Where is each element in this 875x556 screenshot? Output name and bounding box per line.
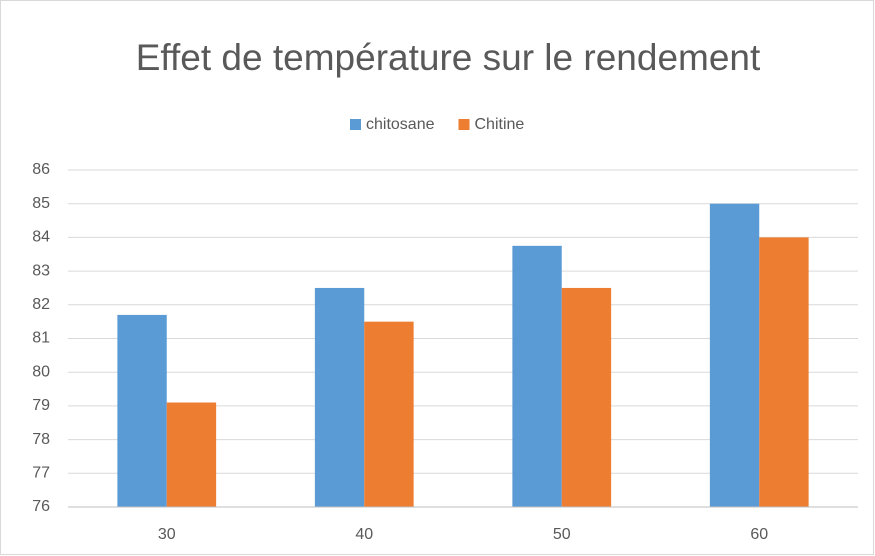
x-tick-label: 40 xyxy=(355,526,373,543)
legend-swatch xyxy=(350,119,361,130)
x-tick-label: 50 xyxy=(553,526,571,543)
y-tick-label: 84 xyxy=(32,229,50,246)
legend-label: chitosane xyxy=(366,116,435,133)
bar xyxy=(314,287,365,507)
x-tick-label: 30 xyxy=(158,526,176,543)
y-tick-label: 86 xyxy=(32,161,50,178)
bar xyxy=(512,245,562,507)
legend-label: Chitine xyxy=(475,116,525,133)
y-tick-label: 82 xyxy=(32,296,50,313)
legend-swatch xyxy=(458,119,470,130)
x-tick-label: 60 xyxy=(750,526,768,543)
bar xyxy=(117,314,167,507)
y-tick-label: 76 xyxy=(32,498,50,515)
y-tick-label: 81 xyxy=(32,330,50,347)
bar xyxy=(709,203,760,507)
bar xyxy=(561,287,612,507)
y-tick-label: 83 xyxy=(32,262,50,279)
y-tick-label: 85 xyxy=(32,195,50,212)
bar xyxy=(759,237,809,507)
bar xyxy=(166,402,217,507)
y-tick-label: 77 xyxy=(32,465,50,482)
bar xyxy=(364,321,414,507)
chart-title: Effet de température sur le rendement xyxy=(136,37,761,78)
y-tick-label: 78 xyxy=(32,431,50,448)
y-tick-label: 79 xyxy=(32,397,50,414)
y-tick-label: 80 xyxy=(32,363,50,380)
